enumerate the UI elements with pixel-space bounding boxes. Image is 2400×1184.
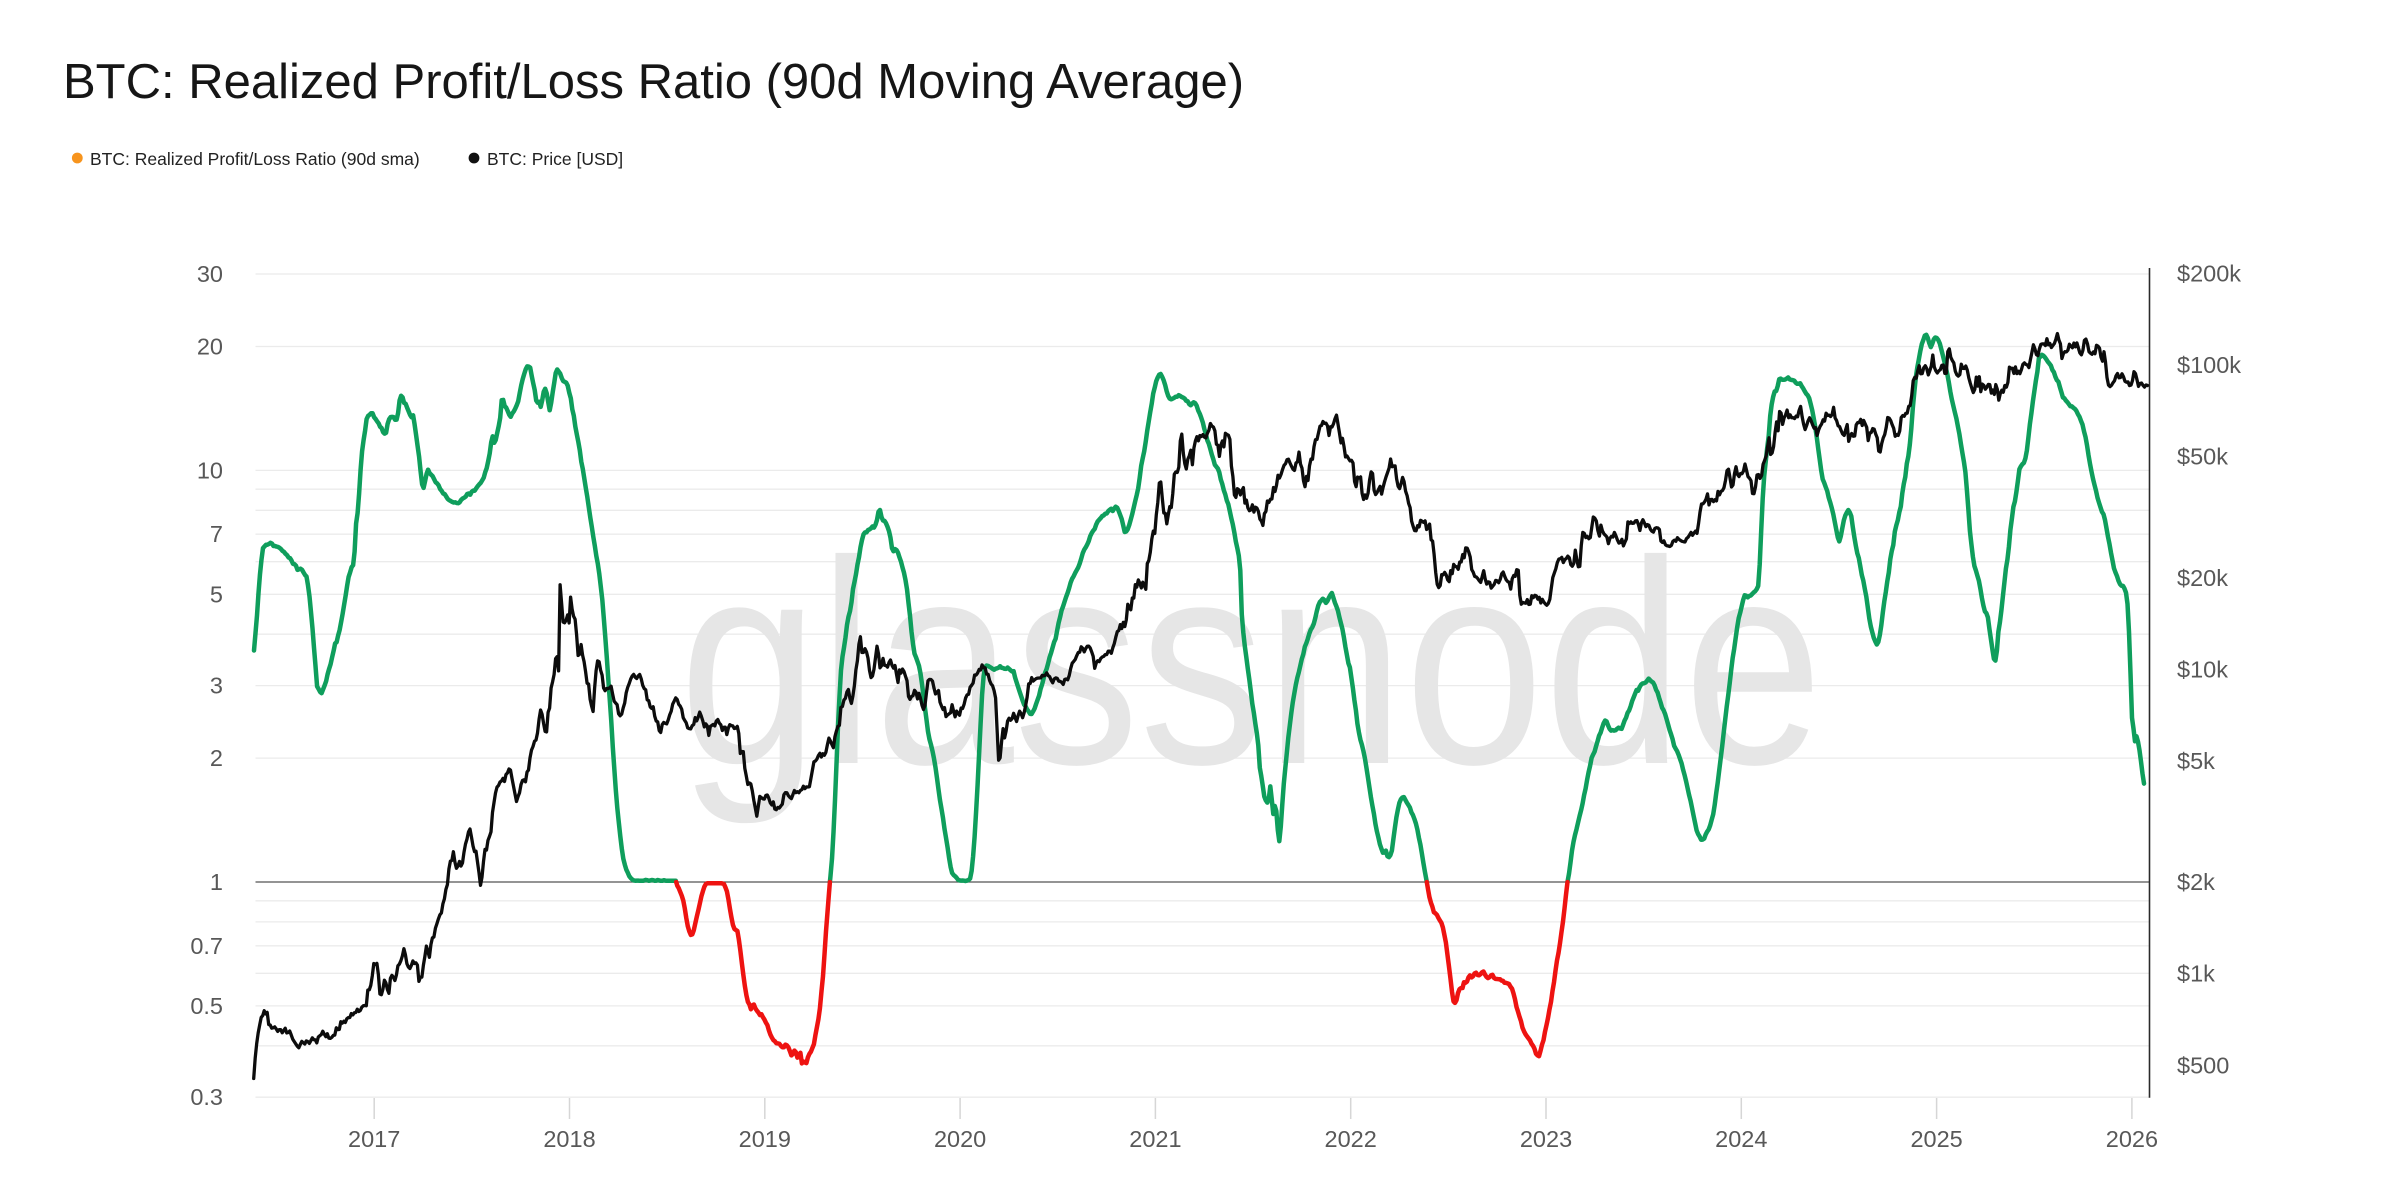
svg-text:$200k: $200k [2177, 261, 2241, 287]
svg-text:2017: 2017 [348, 1126, 400, 1152]
svg-text:2019: 2019 [739, 1126, 791, 1152]
svg-text:$100k: $100k [2177, 352, 2241, 378]
svg-text:$5k: $5k [2177, 748, 2215, 774]
svg-text:2024: 2024 [1715, 1126, 1767, 1152]
svg-text:3: 3 [210, 673, 223, 699]
svg-text:BTC: Realized Profit/Loss Rati: BTC: Realized Profit/Loss Ratio (90d sma… [90, 149, 420, 169]
svg-text:BTC: Price [USD]: BTC: Price [USD] [487, 149, 623, 169]
svg-text:10: 10 [197, 457, 223, 483]
svg-text:2022: 2022 [1325, 1126, 1377, 1152]
svg-text:$10k: $10k [2177, 656, 2228, 682]
svg-text:BTC: Realized Profit/Loss Rati: BTC: Realized Profit/Loss Ratio (90d Mov… [63, 55, 1244, 109]
svg-text:$500: $500 [2177, 1052, 2229, 1078]
svg-text:7: 7 [210, 521, 223, 547]
svg-text:0.5: 0.5 [190, 993, 223, 1019]
svg-text:$20k: $20k [2177, 565, 2228, 591]
svg-text:2020: 2020 [934, 1126, 986, 1152]
svg-text:2021: 2021 [1129, 1126, 1181, 1152]
svg-text:1: 1 [210, 869, 223, 895]
svg-text:2018: 2018 [543, 1126, 595, 1152]
svg-text:2025: 2025 [1910, 1126, 1962, 1152]
svg-text:5: 5 [210, 581, 223, 607]
svg-text:$2k: $2k [2177, 869, 2215, 895]
svg-text:2: 2 [210, 745, 223, 771]
svg-text:glassnode: glassnode [679, 501, 1823, 826]
svg-text:30: 30 [197, 261, 223, 287]
svg-text:2023: 2023 [1520, 1126, 1572, 1152]
svg-text:20: 20 [197, 334, 223, 360]
svg-text:2026: 2026 [2106, 1126, 2158, 1152]
svg-text:$50k: $50k [2177, 444, 2228, 470]
svg-text:0.7: 0.7 [190, 933, 223, 959]
svg-text:0.3: 0.3 [190, 1084, 223, 1110]
svg-text:$1k: $1k [2177, 961, 2215, 987]
